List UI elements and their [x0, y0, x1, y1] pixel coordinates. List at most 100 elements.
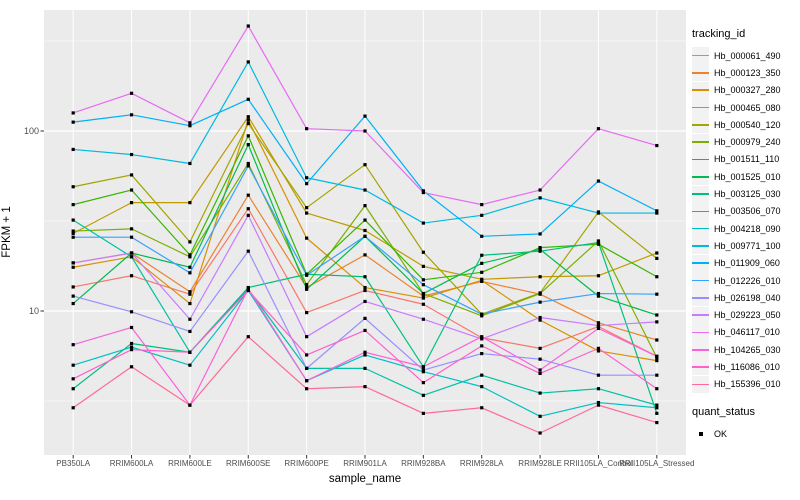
- x-tick-label: RRII105LA_Control: [563, 459, 634, 468]
- legend-key: [692, 202, 709, 220]
- data-point-square-icon: [71, 261, 75, 265]
- data-point-square-icon: [188, 292, 192, 296]
- data-point-square-icon: [538, 315, 542, 320]
- data-point-square-icon: [246, 134, 250, 138]
- data-point-square-icon: [129, 152, 134, 157]
- legend-item: Hb_155396_010: [692, 375, 798, 393]
- legend-item: Hb_000327_280: [692, 81, 798, 99]
- legend-item-label: Hb_011909_060: [714, 258, 780, 269]
- data-point-square-icon: [129, 341, 134, 346]
- data-point-square-icon: [363, 299, 367, 304]
- data-point-square-icon: [188, 329, 192, 334]
- legend-item: Hb_011909_060: [692, 254, 798, 272]
- legend-item-label: Hb_001525_010: [714, 171, 781, 182]
- legend-item: Hb_000061_490: [692, 47, 798, 65]
- data-point-square-icon: [480, 234, 484, 238]
- legend-key: [692, 150, 709, 168]
- data-point-square-icon: [363, 218, 367, 222]
- data-point-square-icon: [596, 349, 601, 353]
- data-point-square-icon: [71, 294, 75, 298]
- data-point-square-icon: [363, 234, 367, 238]
- data-point-square-icon: [129, 325, 134, 330]
- data-point-square-icon: [596, 179, 601, 183]
- data-point-square-icon: [129, 91, 134, 95]
- legend-key-line-icon: [692, 331, 709, 334]
- data-point-square-icon: [596, 400, 601, 405]
- legend-key-line-icon: [692, 89, 709, 92]
- data-point-square-icon: [655, 403, 659, 407]
- data-point-square-icon: [538, 357, 542, 361]
- data-point-square-icon: [596, 239, 601, 243]
- data-point-square-icon: [246, 60, 250, 64]
- legend-item-label: Hb_000327_280: [714, 85, 781, 96]
- data-point-square-icon: [246, 161, 250, 166]
- data-point-square-icon: [480, 373, 484, 377]
- data-point-square-icon: [305, 335, 309, 339]
- legend-key-line-icon: [692, 383, 709, 386]
- data-point-square-icon: [246, 143, 250, 147]
- x-tick-label: RRIM928BA: [401, 459, 446, 468]
- data-point-square-icon: [480, 337, 484, 341]
- data-point-square-icon: [538, 414, 542, 418]
- data-point-square-icon: [655, 211, 659, 215]
- legend-item-label: Hb_000540_120: [714, 119, 781, 130]
- legend-item: Hb_003506_070: [692, 202, 798, 220]
- data-point-square-icon: [246, 287, 250, 291]
- legend-key: [692, 272, 709, 289]
- x-tick-label: RRIM928LA: [459, 459, 504, 468]
- data-point-square-icon: [655, 373, 659, 377]
- data-point-square-icon: [655, 275, 659, 279]
- legend-item: Hb_001525_010: [692, 168, 798, 186]
- data-point-square-icon: [246, 118, 250, 122]
- data-point-square-icon: [538, 431, 542, 435]
- data-point-square-icon: [655, 406, 659, 410]
- data-point-square-icon: [538, 368, 542, 372]
- data-point-square-icon: [246, 121, 250, 126]
- legend-items: Hb_000061_490 Hb_000123_350 Hb_000327_280 H…: [692, 47, 798, 393]
- legend-item: Hb_116086_010: [692, 358, 798, 376]
- data-point-square-icon: [538, 188, 542, 192]
- data-point-square-icon: [596, 211, 601, 215]
- data-point-square-icon: [188, 240, 192, 244]
- data-point-square-icon: [129, 345, 134, 349]
- x-axis-title: sample_name: [328, 473, 402, 485]
- data-point-square-icon: [655, 411, 659, 415]
- legend-key-line-icon: [692, 262, 709, 265]
- legend-title-quant-status: quant_status: [692, 405, 755, 418]
- data-point-square-icon: [188, 201, 192, 205]
- legend-key-line-icon: [692, 193, 709, 195]
- data-point-square-icon: [305, 211, 309, 215]
- data-point-square-icon: [246, 288, 250, 293]
- legend-key: [692, 133, 709, 151]
- legend-key-line-icon: [692, 106, 709, 109]
- data-point-square-icon: [129, 274, 134, 278]
- data-point-square-icon: [655, 292, 659, 296]
- data-point-square-icon: [71, 301, 75, 306]
- legend-item-label: Hb_003506_070: [714, 206, 781, 217]
- data-point-square-icon: [71, 120, 75, 124]
- data-point-square-icon: [71, 285, 75, 289]
- data-point-square-icon: [305, 236, 309, 240]
- data-point-square-icon: [655, 359, 659, 363]
- data-point-square-icon: [305, 283, 309, 287]
- data-point-square-icon: [480, 351, 484, 356]
- data-point-square-icon: [71, 185, 75, 189]
- data-point-square-icon: [363, 353, 367, 357]
- legend-item: Hb_009771_100: [692, 237, 798, 255]
- data-point-square-icon: [421, 250, 425, 254]
- data-point-square-icon: [246, 335, 250, 339]
- legend-item-label: Hb_029223_050: [714, 310, 781, 321]
- legend-key-line-icon: [692, 141, 709, 143]
- data-point-square-icon: [363, 129, 367, 133]
- data-point-square-icon: [655, 420, 659, 425]
- data-point-square-icon: [421, 302, 425, 306]
- legend-item-label: Hb_116086_010: [714, 361, 780, 372]
- data-point-square-icon: [538, 371, 542, 376]
- data-point-square-icon: [421, 317, 425, 321]
- x-tick-label: RRII105LA_Stressed: [619, 459, 695, 468]
- data-point-square-icon: [655, 251, 659, 255]
- data-point-square-icon: [188, 350, 192, 354]
- quant-status-legend: quant_status OK: [692, 405, 798, 443]
- data-point-square-icon: [596, 321, 601, 325]
- data-point-square-icon: [363, 366, 367, 370]
